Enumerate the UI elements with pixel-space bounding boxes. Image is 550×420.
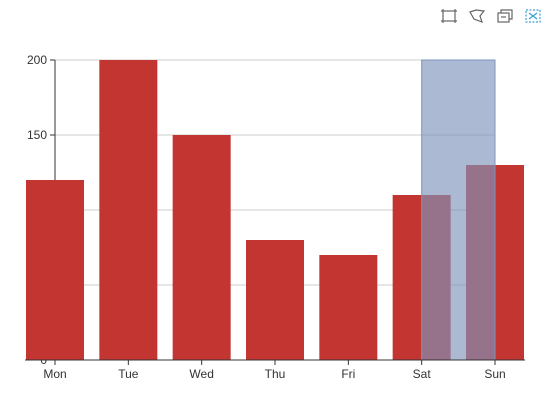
- bar-tue[interactable]: [99, 60, 158, 360]
- lasso-select-icon[interactable]: [466, 6, 488, 26]
- x-tick-label-sun: Sun: [484, 367, 505, 381]
- clear-selection-icon[interactable]: [522, 6, 544, 26]
- x-tick-label-fri: Fri: [341, 367, 355, 381]
- rect-select-icon[interactable]: [438, 6, 460, 26]
- bar-fri[interactable]: [319, 255, 378, 360]
- toolbox: [438, 6, 544, 26]
- bar-wed[interactable]: [172, 135, 231, 360]
- y-tick-label-150: 150: [27, 128, 47, 142]
- x-tick-label-sat: Sat: [413, 367, 432, 381]
- y-tick-label-200: 200: [27, 53, 47, 67]
- x-tick-label-mon: Mon: [43, 367, 66, 381]
- bar-mon[interactable]: [26, 180, 84, 360]
- x-tick-label-thu: Thu: [265, 367, 286, 381]
- x-tick-label-tue: Tue: [118, 367, 139, 381]
- x-tick-label-wed: Wed: [189, 367, 213, 381]
- bar-thu[interactable]: [246, 240, 304, 360]
- keep-selection-icon[interactable]: [494, 6, 516, 26]
- brush-selection[interactable]: [421, 59, 496, 361]
